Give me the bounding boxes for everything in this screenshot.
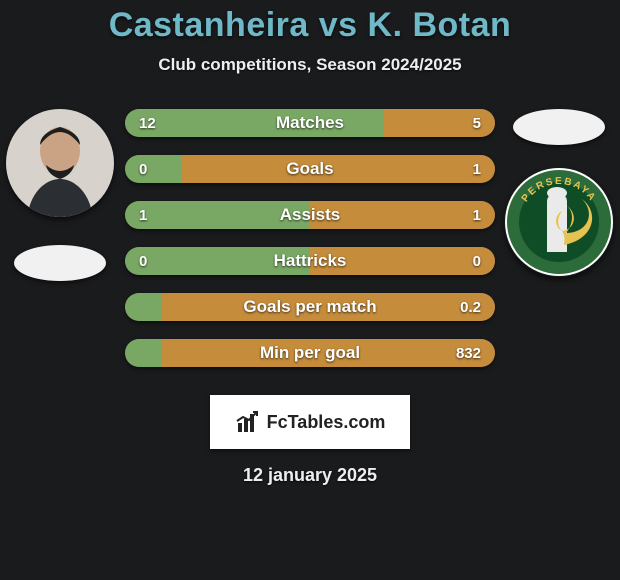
brand-logo-icon xyxy=(235,409,261,435)
stat-row: 11Assists xyxy=(125,201,495,229)
bar-right xyxy=(162,339,495,367)
stat-row: 0.2Goals per match xyxy=(125,293,495,321)
bar-right xyxy=(384,109,495,137)
bar-right xyxy=(162,293,495,321)
stat-row: 125Matches xyxy=(125,109,495,137)
bar-left xyxy=(125,201,310,229)
bar-right xyxy=(310,201,495,229)
stats-area: PERSEBAYA 125Matches01Goals11Assists00Ha… xyxy=(0,109,620,385)
brand-text: FcTables.com xyxy=(267,412,386,433)
bar-left xyxy=(125,339,162,367)
bar-left xyxy=(125,293,162,321)
comparison-card: Castanheira vs K. Botan Club competition… xyxy=(0,0,620,580)
bar-right xyxy=(181,155,496,183)
stat-rows: 125Matches 01Goals 11Assists 00Hattricks 0.2… xyxy=(0,109,620,367)
bar-left xyxy=(125,247,310,275)
bar-left xyxy=(125,155,181,183)
brand-box: FcTables.com xyxy=(210,395,410,449)
page-subtitle: Club competitions, Season 2024/2025 xyxy=(158,55,461,75)
stat-row: 00Hattricks xyxy=(125,247,495,275)
page-title: Castanheira vs K. Botan xyxy=(109,6,512,45)
bar-left xyxy=(125,109,384,137)
stat-row: 01Goals xyxy=(125,155,495,183)
date-text: 12 january 2025 xyxy=(243,465,377,486)
stat-row: 832Min per goal xyxy=(125,339,495,367)
bar-right xyxy=(310,247,495,275)
